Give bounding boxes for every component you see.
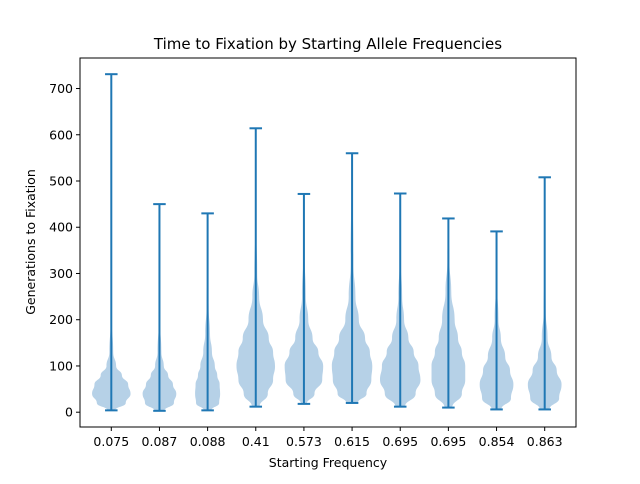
x-tick-label: 0.695 bbox=[430, 434, 466, 449]
x-axis-label: Starting Frequency bbox=[269, 455, 388, 470]
x-tick-label: 0.854 bbox=[479, 434, 515, 449]
x-tick-label: 0.41 bbox=[242, 434, 270, 449]
chart-title: Time to Fixation by Starting Allele Freq… bbox=[153, 35, 502, 53]
x-tick-label: 0.075 bbox=[93, 434, 129, 449]
y-tick-label: 0 bbox=[65, 405, 73, 420]
y-tick-label: 300 bbox=[49, 266, 73, 281]
plot-frame bbox=[79, 57, 577, 428]
y-axis-label: Generations to Fixation bbox=[23, 169, 38, 315]
x-tick-label: 0.863 bbox=[527, 434, 563, 449]
x-tick-label: 0.695 bbox=[382, 434, 418, 449]
y-tick-label: 500 bbox=[49, 174, 73, 189]
y-tick-label: 700 bbox=[49, 81, 73, 96]
y-axis: 0 100 200 300 400 500 600 700 bbox=[49, 81, 80, 420]
y-tick-label: 200 bbox=[49, 312, 73, 327]
y-tick-label: 400 bbox=[49, 220, 73, 235]
x-tick-label: 0.088 bbox=[190, 434, 226, 449]
x-tick-label: 0.573 bbox=[286, 434, 322, 449]
x-tick-label: 0.615 bbox=[334, 434, 370, 449]
violin-stat-lines bbox=[105, 73, 551, 412]
y-tick-label: 100 bbox=[49, 358, 73, 373]
x-axis: 0.075 0.087 0.088 0.41 0.573 0.615 0.695 0.695 0… bbox=[93, 427, 563, 449]
x-tick-label: 0.087 bbox=[142, 434, 178, 449]
y-tick-label: 600 bbox=[49, 127, 73, 142]
